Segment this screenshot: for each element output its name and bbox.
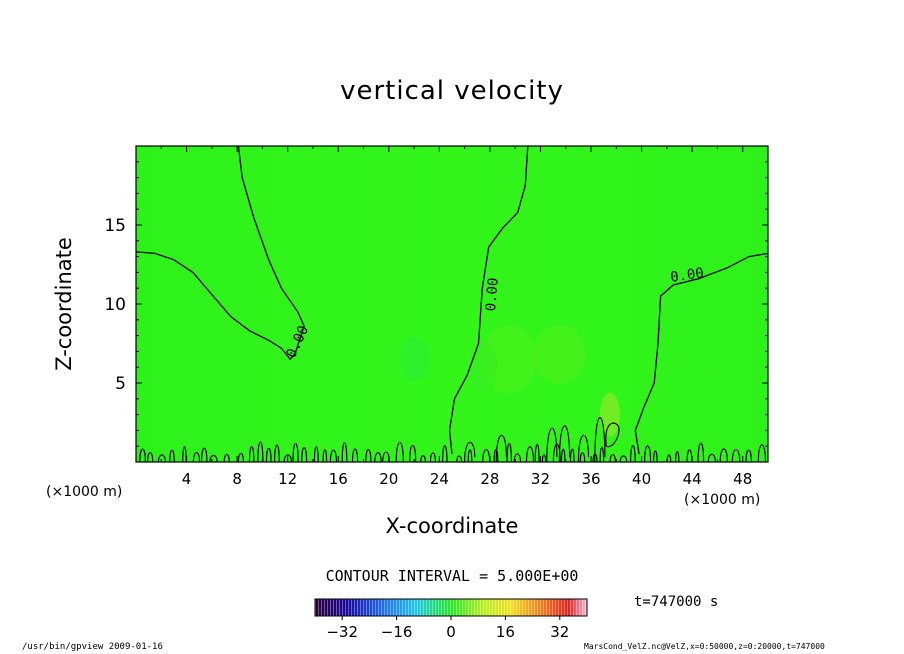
x-tick-label: 12 — [278, 470, 297, 488]
y-axis-label: Z-coordinate — [52, 237, 76, 371]
footer-source: MarsCond_VelZ.nc@VelZ,x=0:50000,z=0:2000… — [584, 642, 825, 651]
y-tick-label: 5 — [115, 374, 126, 394]
positive-contour — [605, 422, 620, 448]
near-surface-contours — [139, 416, 767, 463]
zero-contour — [448, 145, 529, 455]
x-unit-right: (×1000 m) — [684, 492, 761, 508]
x-tick-label: 20 — [379, 470, 398, 488]
colorbar-stripes — [315, 599, 587, 616]
x-axis-ticks: 4 8 12 16 20 24 28 32 36 40 44 48 — [160, 146, 752, 488]
zero-contour — [135, 145, 305, 361]
zero-contour — [634, 252, 769, 455]
contour-interval-text: CONTOUR INTERVAL = 5.000E+00 — [325, 567, 579, 585]
colorbar-tick-label: −16 — [381, 623, 413, 641]
colorbar-tick-label: 32 — [550, 623, 569, 641]
zero-contour-lines — [135, 145, 769, 455]
colorbar-tick-label: 0 — [446, 623, 456, 641]
contour-label: 0.00 — [483, 277, 502, 312]
x-tick-label: 32 — [531, 470, 550, 488]
x-tick-label: 48 — [733, 470, 752, 488]
x-tick-label: 44 — [683, 470, 702, 488]
x-tick-label: 40 — [632, 470, 651, 488]
y-tick-label: 15 — [104, 216, 126, 236]
x-tick-label: 4 — [182, 470, 192, 488]
time-stamp: t=747000 s — [634, 594, 719, 610]
x-unit-left: (×1000 m) — [46, 484, 123, 500]
colorbar-tick-label: 16 — [496, 623, 515, 641]
x-tick-label: 28 — [480, 470, 499, 488]
x-tick-label: 8 — [232, 470, 242, 488]
shading-blob — [469, 341, 498, 394]
shading-blob — [600, 392, 620, 437]
x-tick-label: 24 — [430, 470, 449, 488]
contour-label: 0.00 — [669, 265, 705, 286]
shading-blob — [400, 337, 429, 382]
colorbar: −32 −16 0 16 32 — [314, 598, 588, 641]
x-axis-label: X-coordinate — [385, 514, 519, 538]
colorbar-ticks: −32 −16 0 16 32 — [326, 616, 569, 641]
velocity-shading — [400, 324, 620, 437]
chart-title: vertical velocity — [340, 76, 564, 106]
shading-blob — [533, 324, 586, 385]
footer-program: /usr/bin/gpview 2009-01-16 — [22, 642, 163, 652]
surface-contour — [139, 416, 767, 463]
y-tick-label: 10 — [104, 295, 126, 315]
x-tick-label: 36 — [581, 470, 600, 488]
contour-field-background — [136, 146, 768, 462]
y-axis-ticks: 5 10 15 — [104, 161, 768, 447]
x-tick-label: 16 — [329, 470, 348, 488]
colorbar-tick-label: −32 — [326, 623, 358, 641]
